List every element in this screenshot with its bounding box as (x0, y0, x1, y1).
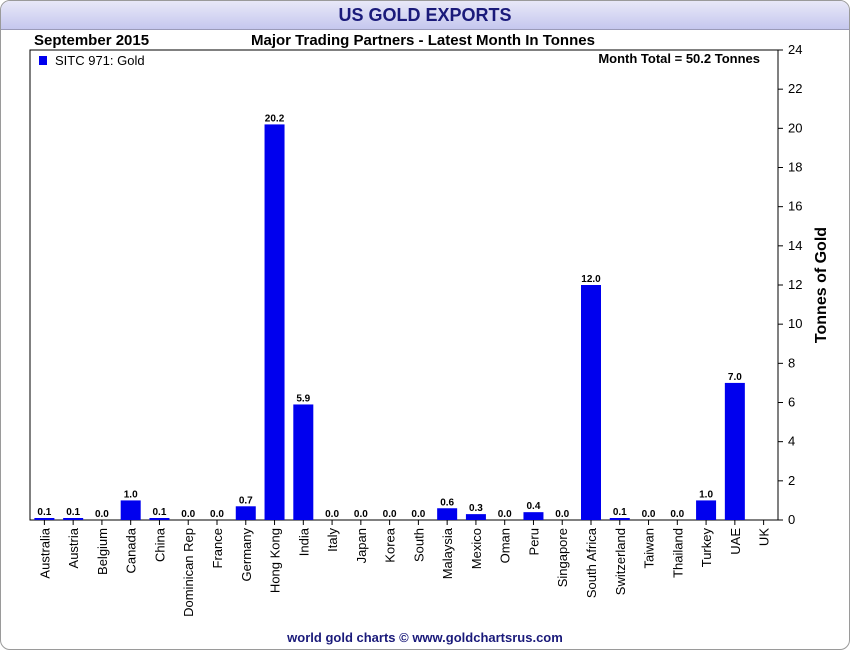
data-label: 0.7 (239, 495, 253, 506)
chart-date: September 2015 (34, 32, 150, 49)
y-tick-label: 2 (788, 473, 795, 488)
data-label: 0.1 (153, 507, 167, 518)
month-total-annotation: Month Total = 50.2 Tonnes (598, 51, 760, 66)
data-label: 0.0 (210, 509, 224, 520)
x-tick-label: Germany (239, 528, 254, 582)
y-tick-label: 4 (788, 434, 795, 449)
bar (34, 518, 55, 520)
data-label: 0.0 (95, 509, 109, 520)
bar (437, 508, 458, 520)
x-tick-label: India (296, 527, 311, 556)
data-label: 0.0 (354, 509, 368, 520)
y-tick-label: 12 (788, 277, 802, 292)
x-tick-label: Peru (526, 528, 541, 555)
data-label: 0.0 (325, 509, 339, 520)
bar (465, 514, 486, 520)
bar (696, 500, 717, 520)
y-tick-label: 0 (788, 512, 795, 527)
data-label: 0.1 (66, 507, 80, 518)
y-tick-label: 18 (788, 160, 802, 175)
x-tick-label: Turkey (699, 528, 714, 568)
x-tick-label: South (411, 528, 426, 562)
data-label: 0.0 (383, 509, 397, 520)
x-tick-label: Dominican Rep (181, 528, 196, 617)
bar (293, 404, 314, 520)
data-label: 0.4 (527, 501, 541, 512)
bar (724, 382, 745, 520)
data-label: 0.3 (469, 503, 483, 514)
bar (120, 500, 141, 520)
data-label: 1.0 (699, 489, 713, 500)
y-tick-label: 14 (788, 238, 802, 253)
x-tick-label: Canada (124, 527, 139, 573)
data-label: 0.0 (498, 509, 512, 520)
x-tick-label: Oman (498, 528, 513, 563)
legend-swatch (39, 56, 47, 65)
data-label: 0.0 (411, 509, 425, 520)
data-label: 7.0 (728, 372, 742, 383)
data-label: 5.9 (296, 393, 310, 404)
bar (63, 518, 84, 520)
bar (235, 506, 256, 520)
x-tick-label: Japan (354, 528, 369, 563)
data-label: 12.0 (581, 274, 601, 285)
y-tick-label: 6 (788, 395, 795, 410)
x-tick-label: Korea (383, 527, 398, 562)
bar (609, 518, 630, 520)
data-label: 0.6 (440, 497, 454, 508)
y-tick-label: 20 (788, 120, 802, 135)
bar (523, 512, 544, 520)
legend-label: SITC 971: Gold (55, 53, 145, 68)
y-tick-label: 10 (788, 316, 802, 331)
data-label: 0.1 (37, 507, 51, 518)
data-label: 0.0 (181, 509, 195, 520)
x-tick-label: Hong Kong (268, 528, 283, 593)
data-label: 0.1 (613, 507, 627, 518)
chart-footer: world gold charts © www.goldchartsrus.co… (287, 630, 563, 645)
y-tick-label: 24 (788, 42, 802, 57)
x-tick-label: France (210, 528, 225, 568)
bar (149, 518, 170, 520)
x-tick-label: South Africa (584, 527, 599, 598)
x-tick-label: Switzerland (613, 528, 628, 595)
y-tick-label: 8 (788, 355, 795, 370)
data-label: 1.0 (124, 489, 138, 500)
x-tick-label: UK (757, 528, 772, 546)
x-tick-label: Thailand (670, 528, 685, 578)
x-tick-label: UAE (728, 528, 743, 555)
x-tick-label: Malaysia (440, 527, 455, 579)
data-label: 20.2 (265, 113, 285, 124)
data-label: 0.0 (555, 509, 569, 520)
chart-title: US GOLD EXPORTS (338, 5, 512, 25)
y-tick-label: 16 (788, 199, 802, 214)
x-tick-label: Belgium (95, 528, 110, 575)
data-label: 0.0 (642, 509, 656, 520)
x-tick-label: Australia (37, 527, 52, 578)
x-tick-label: Singapore (555, 528, 570, 587)
title-bar: US GOLD EXPORTS (1, 1, 849, 30)
data-label: 0.0 (670, 509, 684, 520)
bar (264, 124, 285, 521)
y-tick-label: 22 (788, 81, 802, 96)
chart-subtitle: Major Trading Partners - Latest Month In… (251, 32, 595, 49)
bar (581, 285, 601, 520)
plot-area (29, 49, 779, 521)
x-tick-label: Austria (66, 527, 81, 568)
x-tick-label: Taiwan (642, 528, 657, 568)
x-tick-label: China (152, 527, 167, 562)
x-tick-label: Italy (325, 528, 340, 552)
y-axis-label: Tonnes of Gold (813, 227, 830, 343)
x-tick-label: Mexico (469, 528, 484, 569)
